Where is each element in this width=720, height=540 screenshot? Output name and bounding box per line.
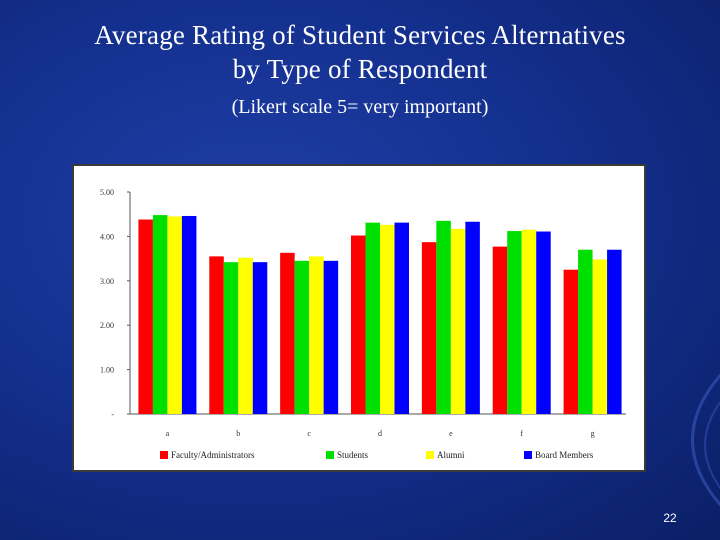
x-tick-label: e [449, 429, 453, 438]
bar-e-3 [450, 228, 466, 414]
bar-b-2 [223, 262, 239, 414]
legend-label: Alumni [437, 450, 465, 460]
slide-title-line-1: Average Rating of Student Services Alter… [94, 20, 626, 50]
bar-e-2 [436, 220, 451, 414]
x-tick-label: a [166, 429, 170, 438]
y-tick-label: 3.00 [100, 277, 114, 286]
bar-a-3 [167, 216, 182, 414]
bar-d-1 [351, 235, 366, 414]
bar-g-4 [607, 249, 622, 414]
y-tick-label: 4.00 [100, 232, 114, 241]
chart-frame: - 1.00 2.00 3.00 4.00 5.00 a b c d e f g Faculty/Adm… [72, 164, 646, 472]
bar-c-2 [294, 260, 310, 414]
legend-label: Faculty/Administrators [171, 450, 255, 460]
bar-f-3 [521, 229, 537, 414]
decorative-swoosh-icon [691, 373, 720, 507]
legend-swatch [524, 451, 532, 459]
bar-d-4 [394, 222, 409, 414]
x-tick-label: c [307, 429, 311, 438]
bar-b-4 [252, 262, 268, 414]
x-tick-label: f [520, 429, 523, 438]
plot-area: - 1.00 2.00 3.00 4.00 5.00 a b c d e f g [100, 188, 626, 438]
legend-label: Students [337, 450, 369, 460]
x-tick-label: g [591, 429, 595, 438]
bar-f-2 [507, 231, 522, 414]
bar-c-1 [280, 252, 295, 414]
bar-f-1 [492, 246, 508, 414]
bar-chart: - 1.00 2.00 3.00 4.00 5.00 a b c d e f g Faculty/Adm… [100, 188, 626, 460]
bar-g-2 [578, 249, 593, 414]
legend-label: Board Members [535, 450, 594, 460]
legend-swatch [326, 451, 334, 459]
bar-e-1 [421, 242, 437, 414]
y-tick-label: 2.00 [100, 321, 114, 330]
bar-d-2 [365, 222, 380, 414]
bar-a-1 [138, 219, 153, 414]
bar-a-2 [152, 215, 168, 414]
y-tick-label: 5.00 [100, 188, 114, 197]
y-tick-label: 1.00 [100, 366, 114, 375]
legend-swatch [426, 451, 434, 459]
bar-d-3 [380, 224, 395, 414]
slide-subtitle: (Likert scale 5= very important) [231, 96, 489, 118]
bar-b-3 [238, 257, 253, 414]
bar-f-4 [536, 231, 551, 414]
y-tick-label: - [111, 410, 114, 419]
x-tick-label: b [236, 429, 240, 438]
chart-legend: Faculty/Administrators Students Alumni Boar… [160, 450, 594, 460]
bar-g-1 [563, 269, 579, 414]
slide-title-line-2: by Type of Respondent [232, 54, 488, 84]
bar-c-4 [323, 260, 339, 414]
slide-title: Average Rating of Student Services Alter… [0, 18, 720, 86]
bar-b-1 [209, 256, 224, 414]
bar-a-4 [181, 215, 197, 414]
x-tick-label: d [378, 429, 382, 438]
legend-swatch [160, 451, 168, 459]
bar-c-3 [309, 256, 324, 414]
page-number: 22 [663, 511, 677, 525]
bar-e-4 [465, 221, 480, 414]
bar-g-3 [592, 259, 608, 414]
